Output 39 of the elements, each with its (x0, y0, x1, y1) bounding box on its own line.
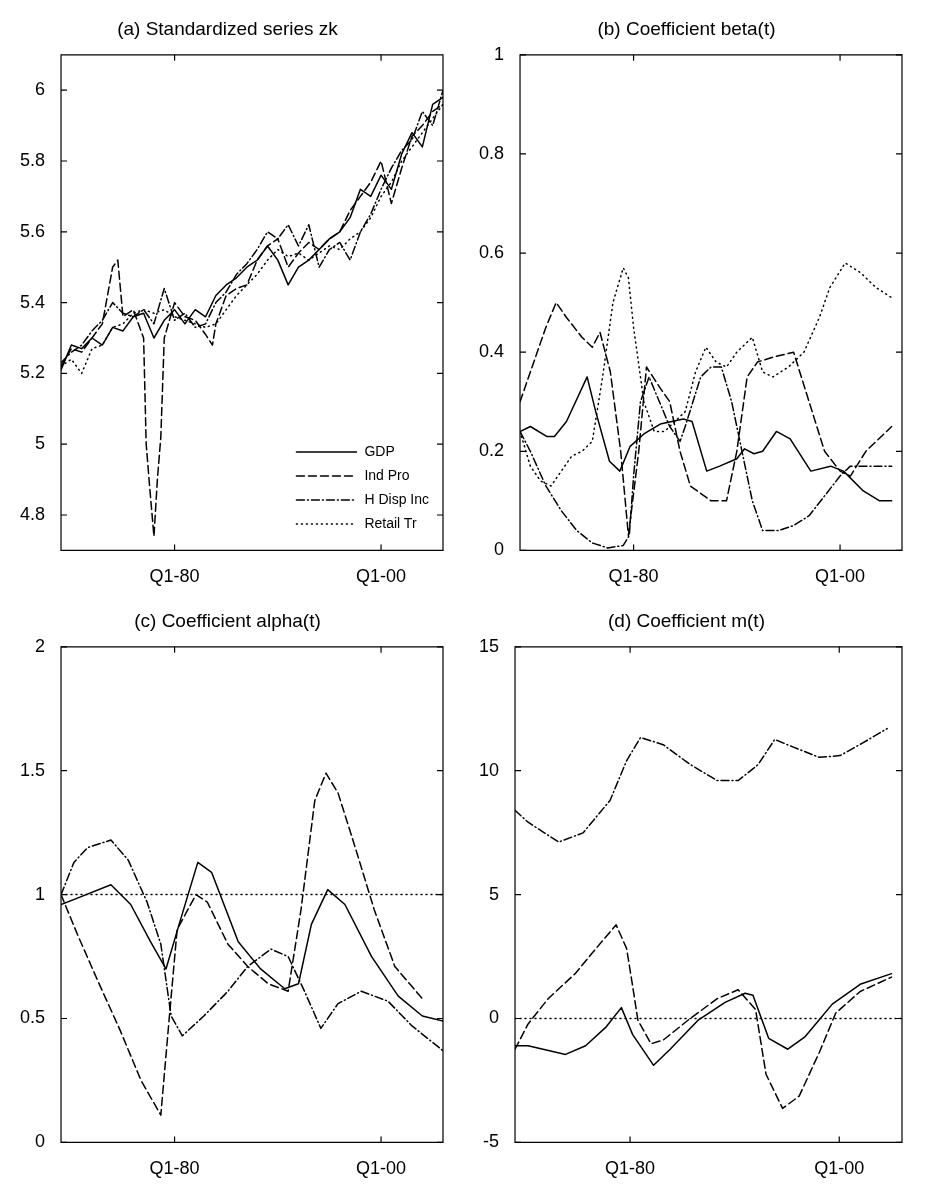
y-tick-label: 5 (35, 433, 46, 454)
y-tick-label: 0 (494, 539, 505, 560)
x-tick-label: Q1-80 (149, 1158, 200, 1179)
chart-title: (c) Coefficient alpha(t) (134, 609, 321, 631)
legend-label: Retail Tr (364, 514, 417, 531)
y-tick-label: 5 (489, 883, 500, 904)
x-tick-label: Q1-80 (608, 566, 659, 587)
y-tick-label: 2 (35, 635, 46, 656)
y-tick-label: 5.8 (19, 149, 46, 170)
y-tick-label: 0 (35, 1131, 46, 1152)
y-tick-label: 5.2 (19, 362, 46, 383)
y-tick-label: 0.6 (478, 242, 505, 263)
y-tick-label: 5.4 (19, 291, 46, 312)
x-tick-label: Q1-00 (356, 566, 407, 587)
y-tick-label: 6 (35, 79, 46, 100)
y-tick-label: 0.2 (478, 440, 505, 461)
y-tick-label: 5.6 (19, 220, 46, 241)
y-tick-label: 10 (478, 759, 500, 780)
legend-label: GDP (364, 442, 395, 459)
chart-title: (d) Coefficient m(t) (608, 609, 765, 631)
x-tick-label: Q1-00 (815, 566, 866, 587)
y-tick-label: 1 (494, 43, 505, 64)
y-tick-label: 1 (35, 883, 46, 904)
x-tick-label: Q1-00 (356, 1158, 407, 1179)
y-tick-label: 0.4 (478, 341, 505, 362)
legend-label: Ind Pro (364, 466, 410, 483)
x-tick-label: Q1-00 (814, 1158, 865, 1179)
y-tick-label: 0.8 (478, 142, 505, 163)
x-tick-label: Q1-80 (149, 566, 200, 587)
y-tick-label: 1.5 (19, 759, 46, 780)
y-tick-label: 4.8 (19, 503, 46, 524)
chart-title: (a) Standardized series zk (117, 17, 339, 39)
x-tick-label: Q1-80 (605, 1158, 656, 1179)
y-tick-label: 15 (478, 635, 500, 656)
legend-label: H Disp Inc (364, 490, 430, 507)
chart-title: (b) Coefficient beta(t) (597, 17, 776, 39)
y-tick-label: 0.5 (19, 1007, 46, 1028)
y-tick-label: -5 (483, 1131, 500, 1152)
y-tick-label: 0 (489, 1007, 500, 1028)
